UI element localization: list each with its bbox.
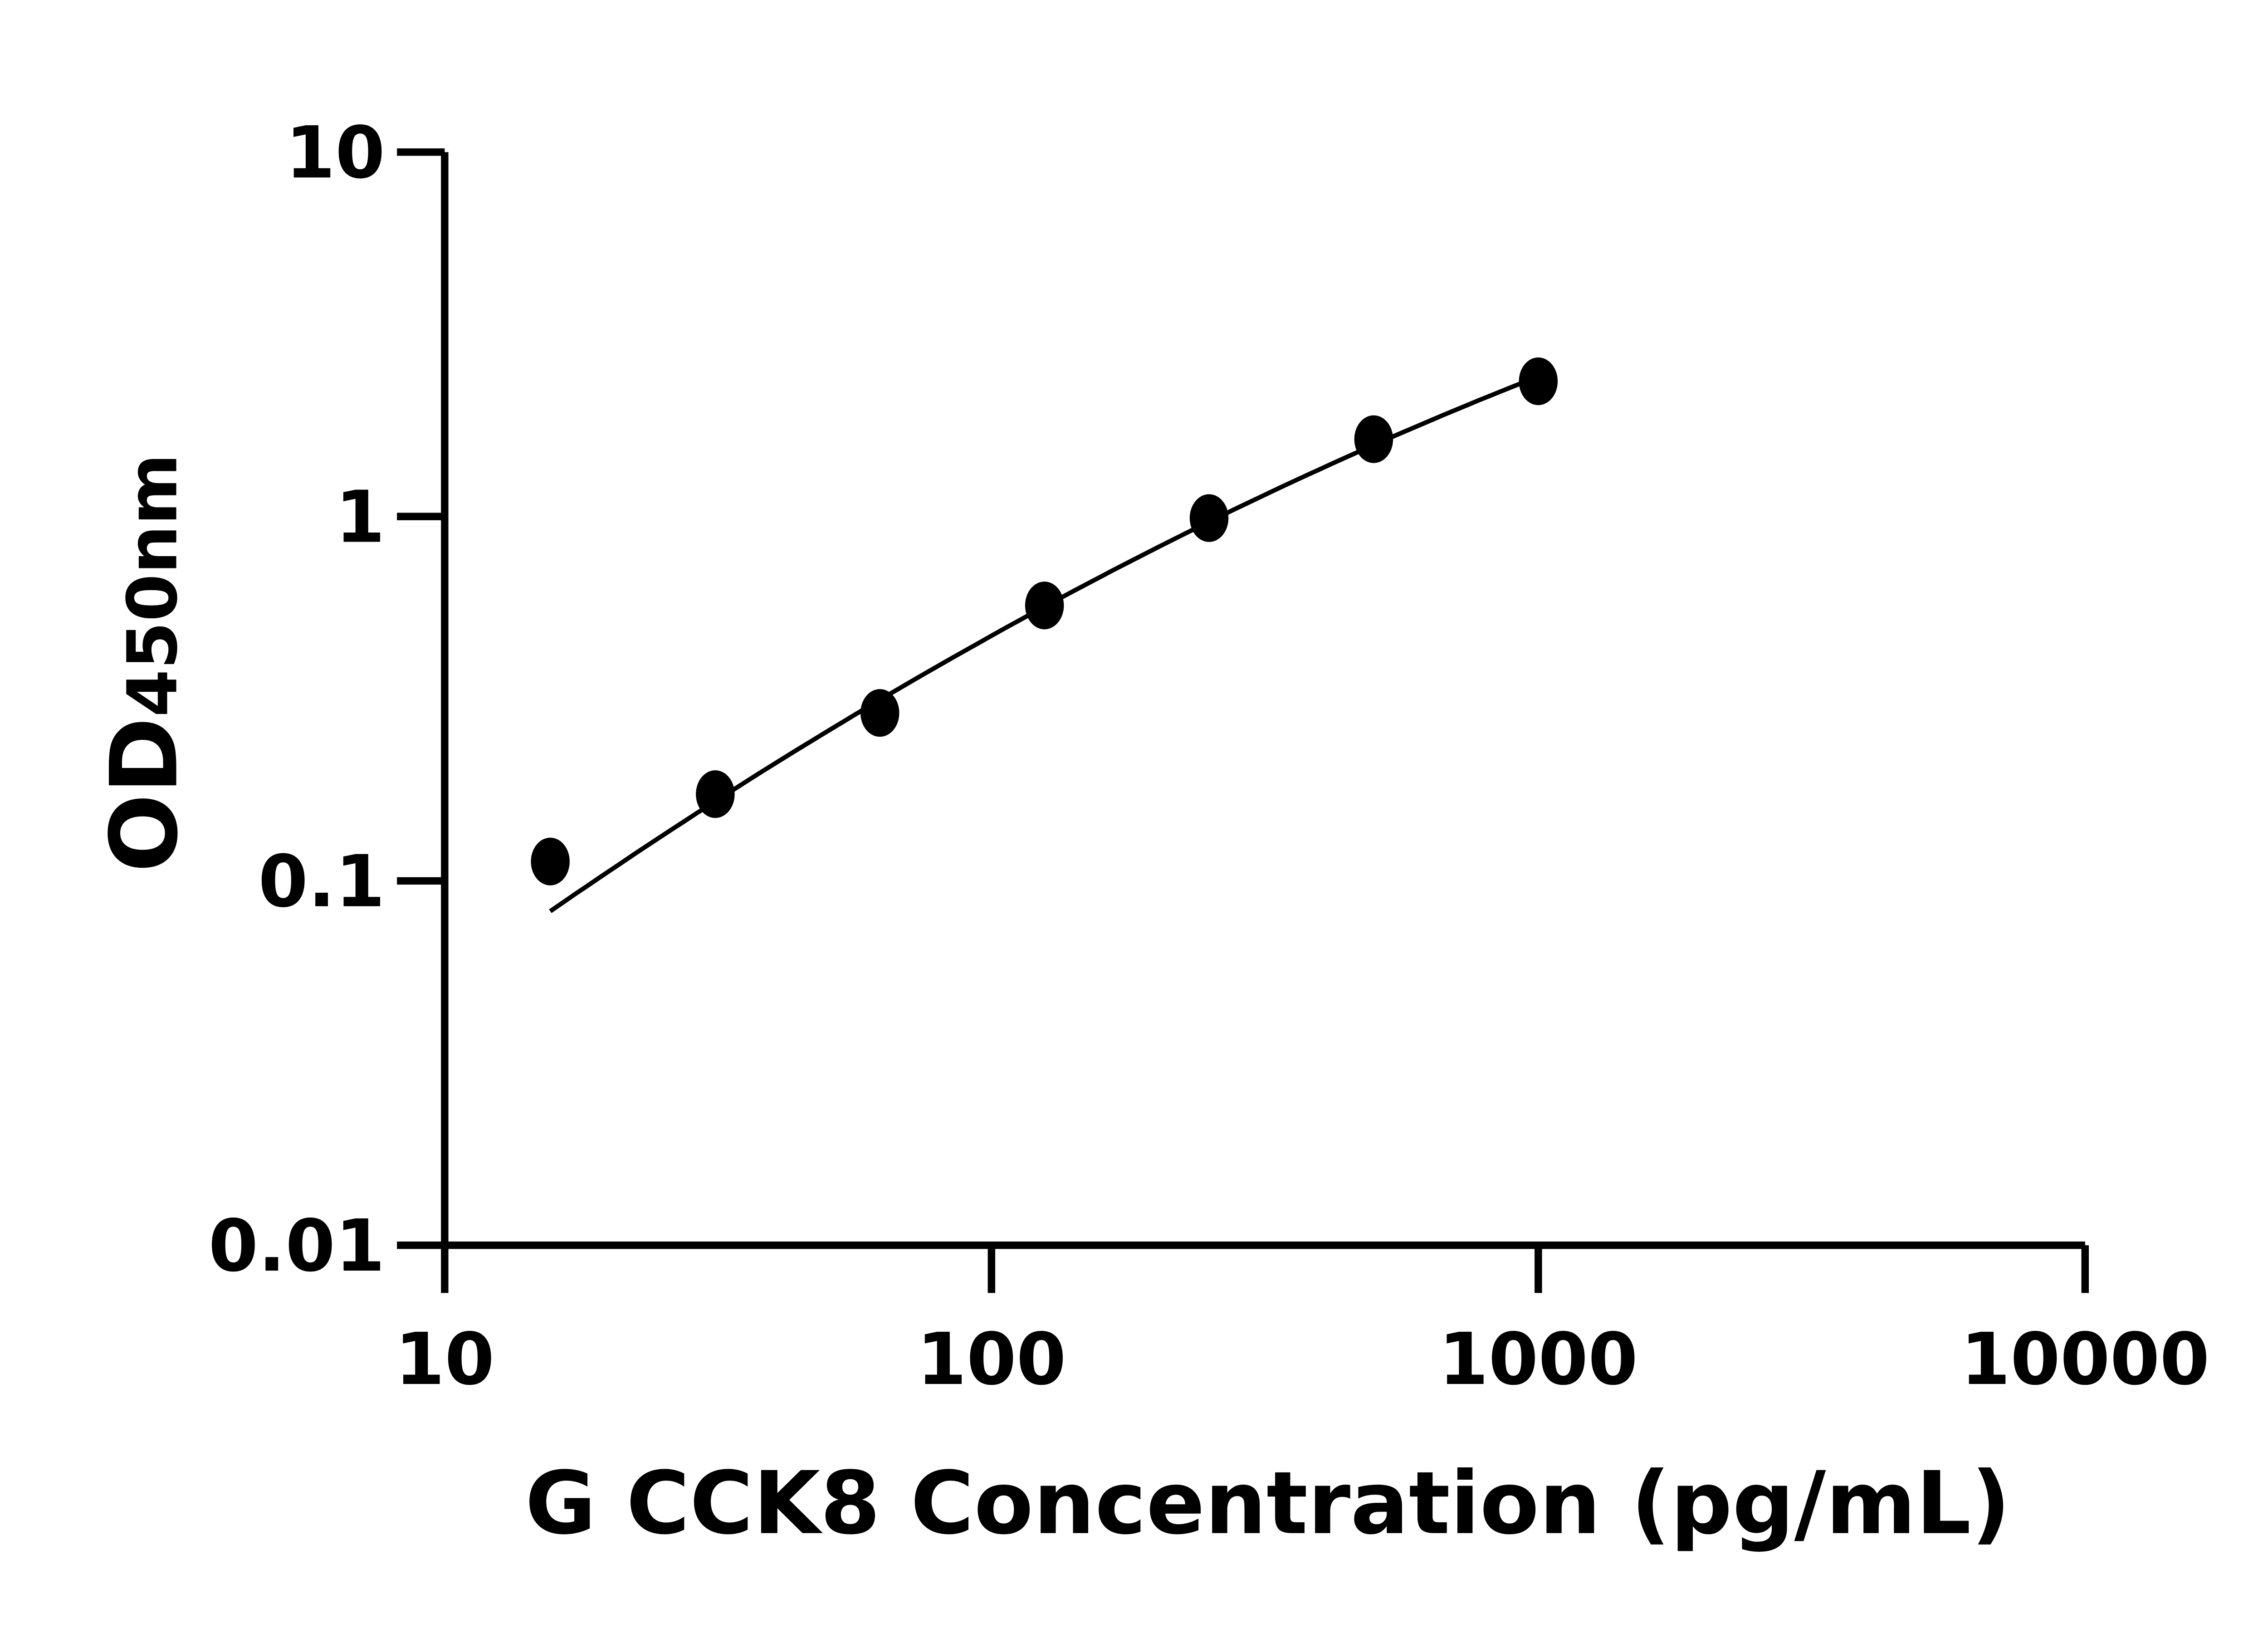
data-point [1189, 494, 1229, 542]
x-tick-label: 10 [395, 1318, 495, 1401]
axes [397, 148, 2089, 1293]
data-point [1354, 415, 1393, 463]
y-tick-label: 0.1 [258, 841, 385, 924]
data-point [696, 770, 735, 818]
data-point [1025, 582, 1064, 630]
y-axis-label-main: OD [91, 717, 199, 872]
y-tick-label: 10 [285, 112, 385, 195]
tick-labels: 0.01 0.1 1 10 10 100 1000 10000 [208, 112, 2209, 1401]
data-point [531, 837, 570, 885]
y-axis-label: OD450nm [91, 454, 199, 872]
x-tick-label: 100 [917, 1318, 1066, 1401]
data-point [860, 689, 899, 737]
x-tick-label: 1000 [1439, 1318, 1638, 1401]
data-points [531, 357, 1558, 885]
data-point [1519, 357, 1558, 406]
y-tick-label: 1 [335, 476, 385, 559]
y-tick-label: 0.01 [208, 1205, 385, 1288]
x-tick-label: 10000 [1960, 1318, 2209, 1401]
x-axis-label: G CCK8 Concentration (pg/mL) [525, 1453, 2011, 1554]
y-axis-label-sub: 450nm [113, 454, 193, 717]
svg-text:OD450nm: OD450nm [91, 454, 199, 872]
